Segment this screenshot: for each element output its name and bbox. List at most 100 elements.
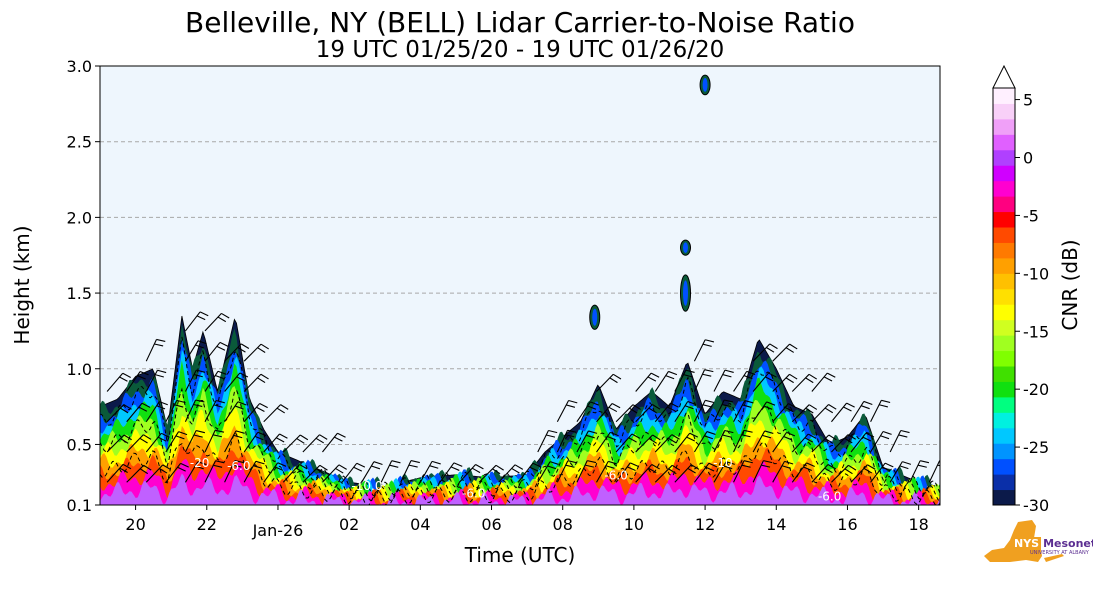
wind-barb-flag <box>585 434 595 439</box>
wind-barb-staff <box>400 460 412 483</box>
wind-barb-flag <box>120 438 129 444</box>
colorbar-extend-arrow <box>992 64 1016 89</box>
wind-barb-staff <box>674 432 691 453</box>
wind-barb-flag <box>722 374 732 378</box>
wind-barb-staff <box>145 339 157 362</box>
colorbar-band <box>993 396 1015 413</box>
wind-barb-flag <box>338 464 347 470</box>
wind-barb-flag <box>609 377 618 384</box>
wind-barb-flag <box>257 347 266 353</box>
wind-barb-staff <box>772 343 790 362</box>
logo-badge: NYS <box>1012 537 1042 550</box>
wind-barb-flag <box>862 436 872 442</box>
wind-barb-flag <box>828 404 837 410</box>
wind-barb-flag <box>648 407 657 414</box>
wind-barb-flag <box>565 464 575 468</box>
wind-barb-staff <box>341 462 358 483</box>
x-tick-label: 08 <box>553 515 573 534</box>
wind-barb-flag <box>391 460 401 464</box>
x-tick-label: 16 <box>837 515 857 534</box>
wind-barb-staff <box>811 404 829 423</box>
wind-barb-flag <box>613 373 622 380</box>
wind-barb-flag <box>177 466 186 472</box>
wind-barb-flag <box>123 434 132 441</box>
contour-label: -6.0 <box>227 459 250 473</box>
wind-barb-flag <box>277 462 287 467</box>
colorbar-tick-label: -30 <box>1023 496 1049 515</box>
wind-barb-flag <box>785 377 794 384</box>
wind-barb-flag <box>219 341 229 347</box>
wind-barb-flag <box>217 370 227 375</box>
wind-barb-flag <box>143 464 152 471</box>
wind-barb-flag <box>137 375 146 380</box>
mesonet-logo-subtext: UNIVERSITY AT ALBANY <box>1030 550 1089 556</box>
wind-barb-flag <box>607 435 616 441</box>
wind-barb-flag <box>824 438 834 444</box>
colorbar-tick-label: 5 <box>1023 91 1033 110</box>
wind-barb-staff <box>224 401 239 423</box>
wind-barb-flag <box>743 429 753 433</box>
wind-barb-flag <box>843 406 852 412</box>
wind-barb-flag <box>547 465 557 470</box>
wind-barb-flag <box>629 407 638 414</box>
wind-barb-flag <box>139 437 148 444</box>
wind-barb-flag <box>808 404 818 410</box>
x-tick-label: 18 <box>908 515 928 534</box>
wind-barb-staff <box>556 460 569 483</box>
wind-barb-staff <box>909 460 921 483</box>
wind-barb-staff <box>459 464 476 483</box>
wind-barb-staff <box>322 432 338 453</box>
plot-frame <box>99 65 941 506</box>
wind-barb-flag <box>587 460 597 464</box>
wind-barb-flag <box>123 404 132 410</box>
wind-barb-flag <box>389 464 399 468</box>
wind-barb-flag <box>295 467 305 474</box>
wind-barb-flag <box>221 312 230 319</box>
colorbar-band <box>993 103 1015 120</box>
wind-barb-flag <box>156 338 166 342</box>
wind-barb-flag <box>899 465 909 470</box>
wind-barb-staff <box>106 372 124 392</box>
wind-barb-flag <box>259 402 268 409</box>
wind-barb-staff <box>674 401 689 423</box>
wind-barb-flag <box>408 464 418 468</box>
wind-barb-flag <box>213 464 223 468</box>
wind-barb-staff <box>752 460 764 483</box>
cnr-isolated-core <box>683 242 689 253</box>
wind-barb-staff <box>654 402 671 423</box>
colorbar-tick-label: -25 <box>1023 438 1049 457</box>
wind-barb-flag <box>648 438 657 444</box>
wind-barb-flag <box>237 401 247 406</box>
wind-barb-flag <box>274 466 284 471</box>
wind-barb-staff <box>674 369 687 392</box>
wind-barb-flag <box>196 315 206 321</box>
wind-barb-flag <box>475 463 484 470</box>
wind-barb-staff <box>850 432 867 453</box>
colorbar-band <box>993 458 1015 475</box>
wind-barb-staff <box>498 464 516 483</box>
wind-barb-staff <box>537 461 551 483</box>
wind-barb-staff <box>733 430 745 453</box>
wind-barb-flag <box>937 464 940 467</box>
wind-barb-flag <box>769 343 778 350</box>
y-tick-label: 0.1 <box>67 496 92 515</box>
wind-barb-staff <box>791 433 809 453</box>
y-tick-label: 3.0 <box>67 57 92 76</box>
colorbar-band <box>993 443 1015 460</box>
wind-barb-staff <box>224 372 241 392</box>
wind-barb-flag <box>159 468 168 474</box>
wind-barb-flag <box>197 461 207 466</box>
y-tick-label: 1.5 <box>67 284 92 303</box>
wind-barb-flag <box>917 464 927 468</box>
cnr-isolated-core <box>592 308 598 326</box>
wind-barb-staff <box>596 432 611 453</box>
wind-barb-staff <box>752 343 771 362</box>
wind-barb-staff <box>204 342 221 362</box>
wind-barb-flag <box>900 429 910 434</box>
wind-barb-flag <box>240 343 250 349</box>
wind-barb-flag <box>785 347 794 353</box>
wind-barb-flag <box>590 401 599 406</box>
wind-barb-staff <box>693 431 708 453</box>
wind-barb-flag <box>764 430 774 434</box>
wind-barb-staff <box>635 372 652 392</box>
